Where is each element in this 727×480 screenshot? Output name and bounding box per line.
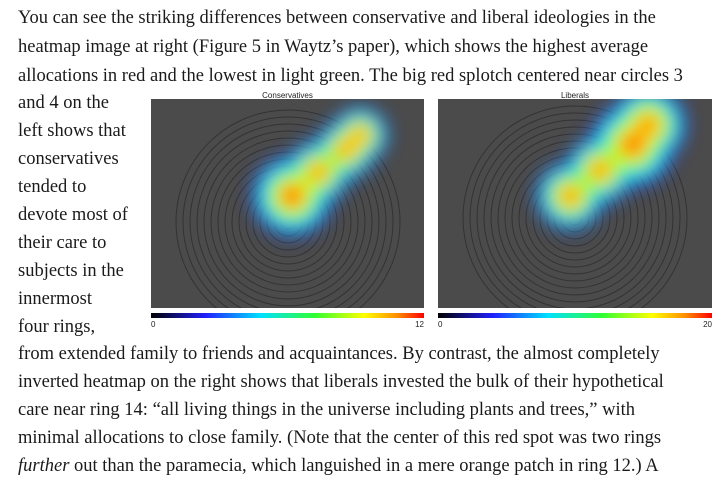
- ring: [210, 144, 366, 300]
- colorbar-max: 20: [703, 320, 712, 329]
- text-line: innermost: [18, 289, 92, 309]
- heat-peak: [627, 137, 643, 153]
- text-line: care near ring 14: “all living things in…: [18, 400, 636, 420]
- panel-title: Conservatives: [262, 91, 313, 100]
- ring: [196, 130, 380, 308]
- heat-layer: [636, 113, 660, 137]
- colorbar-min: 0: [438, 320, 443, 329]
- text-line: left shows that: [18, 121, 126, 141]
- heat-layer: [308, 162, 328, 182]
- heatmap: [175, 107, 401, 308]
- text-line: from extended family to friends and acqu…: [18, 344, 660, 364]
- text-line: subjects in the: [18, 261, 124, 281]
- ring: [483, 126, 667, 308]
- ring: [182, 116, 394, 308]
- heatmap: [462, 99, 688, 308]
- ring: [469, 112, 681, 308]
- heatmap-panel: Liberals 0 20: [438, 91, 713, 329]
- text-line: minimal allocations to close family. (No…: [18, 428, 662, 448]
- colorbar-min: 0: [151, 320, 156, 329]
- heatmap-panel: Conservatives 0 12: [151, 91, 425, 329]
- heat-layer: [336, 141, 354, 159]
- text-line: and 4 on the: [18, 93, 109, 113]
- heat-blob: [252, 107, 388, 236]
- colorbar: [438, 313, 712, 318]
- ring: [476, 119, 674, 308]
- text-line: allocations in red and the lowest in lig…: [18, 66, 683, 86]
- ring: [203, 137, 373, 307]
- ring: [217, 151, 359, 293]
- heat-layer: [589, 159, 611, 181]
- text-line: their care to: [18, 233, 107, 253]
- ring: [189, 123, 387, 308]
- heat-blob: [536, 99, 686, 230]
- text-line: tended to: [18, 177, 87, 197]
- text-line: heatmap image at right (Figure 5 in Wayt…: [18, 37, 649, 57]
- ring: [497, 140, 653, 296]
- heat-peak: [284, 188, 300, 204]
- ring: [462, 105, 688, 308]
- heat-layer: [559, 185, 581, 207]
- emphasis: further: [18, 456, 70, 476]
- text-line: inverted heatmap on the right shows that…: [18, 372, 664, 392]
- text-line: devote most of: [18, 205, 128, 225]
- text-line: four rings,: [18, 317, 96, 337]
- heat-layer: [351, 126, 369, 144]
- colorbar: [151, 313, 424, 318]
- colorbar-max: 12: [415, 320, 424, 329]
- text: out than the paramecia, which languished…: [69, 456, 659, 476]
- text-line: further out than the paramecia, which la…: [18, 452, 659, 480]
- ring: [490, 133, 660, 303]
- text-line: You can see the striking differences bet…: [18, 8, 656, 28]
- ring: [175, 109, 401, 308]
- text-line: conservatives: [18, 149, 119, 169]
- panel-title: Liberals: [561, 91, 589, 100]
